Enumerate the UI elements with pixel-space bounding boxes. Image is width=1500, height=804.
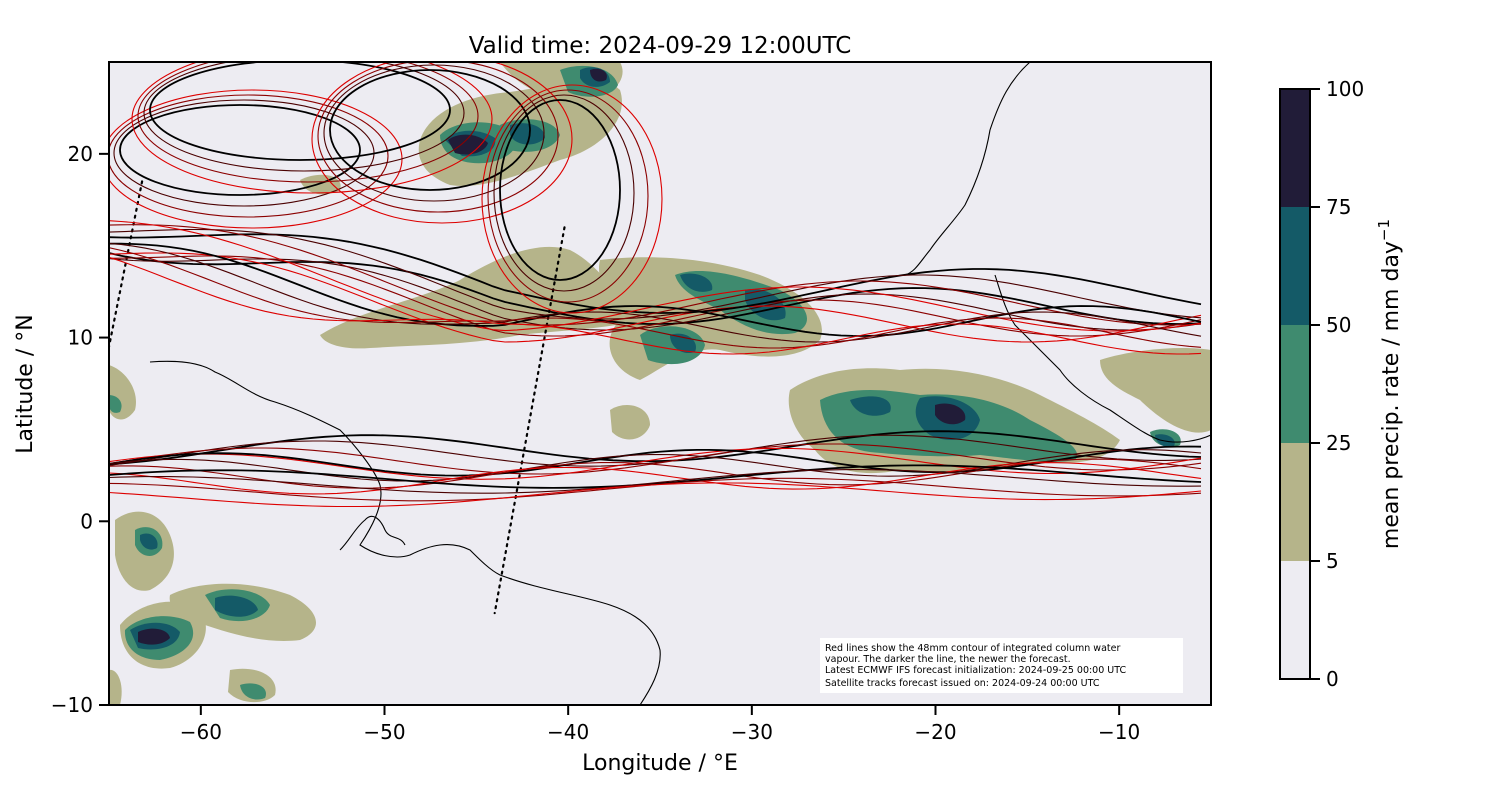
x-axis-label: Longitude / °E bbox=[582, 751, 738, 776]
y-axis-label: Latitude / °N bbox=[13, 314, 38, 453]
colorbar-tick-label: 75 bbox=[1326, 195, 1351, 219]
y-tick-label: 0 bbox=[80, 509, 93, 533]
map-axes-frame bbox=[108, 61, 1212, 706]
colorbar-tick-label: 50 bbox=[1326, 313, 1351, 337]
colorbar-segment bbox=[1280, 325, 1310, 443]
iwv-contour-loop bbox=[323, 64, 545, 202]
iwv-contour-loop bbox=[481, 84, 663, 314]
iwv-contour-line bbox=[109, 228, 1202, 320]
iwv-contour-line bbox=[109, 430, 1202, 466]
iwv-contour-loop bbox=[137, 62, 479, 183]
y-tick-label: −10 bbox=[51, 693, 93, 717]
iwv-contour-line bbox=[109, 242, 1202, 337]
iwv-contours bbox=[109, 62, 1202, 508]
annotation-line-2: vapour. The darker the line, the newer t… bbox=[825, 654, 1071, 665]
iwv-contour-line bbox=[109, 449, 1202, 482]
colorbar-tick-label: 25 bbox=[1326, 431, 1351, 455]
coastline-africa-west bbox=[904, 62, 1031, 276]
iwv-contour-line bbox=[109, 258, 1202, 331]
iwv-contour-line bbox=[109, 447, 1202, 480]
iwv-contour-line bbox=[109, 482, 1202, 508]
iwv-contour-line bbox=[109, 445, 1202, 477]
iwv-contour-line bbox=[109, 469, 1202, 494]
colorbar-tick-label: 100 bbox=[1326, 77, 1364, 101]
coastline-amazon-delta bbox=[339, 515, 406, 551]
colorbar-segment bbox=[1280, 561, 1310, 679]
iwv-contour-line bbox=[109, 224, 1202, 326]
y-tick-label: 20 bbox=[68, 142, 93, 166]
coastline-south-america bbox=[149, 360, 661, 705]
iwv-contour-loop bbox=[119, 104, 361, 196]
iwv-contour-loop bbox=[109, 94, 389, 218]
colorbar-tick-label: 0 bbox=[1326, 667, 1339, 691]
iwv-contour-loop bbox=[311, 62, 573, 224]
iwv-contour-line bbox=[109, 256, 1202, 355]
satellite-track bbox=[109, 180, 144, 353]
precipitation-field bbox=[109, 62, 1211, 705]
y-axis-ticks: −10 0 10 20 bbox=[51, 142, 109, 717]
x-tick-label: −50 bbox=[363, 720, 405, 744]
annotation-box: Red lines show the 48mm contour of integ… bbox=[820, 638, 1183, 693]
iwv-contour-loop bbox=[493, 94, 635, 292]
satellite-track bbox=[493, 226, 566, 615]
iwv-contour-loop bbox=[131, 62, 493, 194]
iwv-contour-loop bbox=[149, 62, 451, 161]
colorbar-label-exponent: −1 bbox=[1375, 219, 1393, 241]
colorbar-segment bbox=[1280, 89, 1310, 207]
annotation-line-4: Satellite tracks forecast issued on: 202… bbox=[825, 678, 1100, 689]
iwv-contour-loop bbox=[487, 89, 649, 303]
iwv-contour-line bbox=[109, 464, 1202, 489]
iwv-contour-loop bbox=[329, 69, 531, 191]
x-tick-label: −10 bbox=[1098, 720, 1140, 744]
iwv-contour-line bbox=[109, 252, 1202, 343]
colorbar-tick-label: 5 bbox=[1326, 549, 1339, 573]
x-tick-label: −40 bbox=[547, 720, 589, 744]
iwv-contour-loop bbox=[499, 99, 621, 281]
x-axis-ticks: −60 −50 −40 −30 −20 −10 bbox=[180, 705, 1140, 744]
iwv-contour-loop bbox=[143, 62, 465, 172]
map-title: Valid time: 2024-09-29 12:00UTC bbox=[469, 33, 852, 59]
colorbar: 0 5 25 50 75 100 bbox=[1279, 77, 1364, 691]
iwv-contour-line bbox=[109, 247, 1202, 349]
coastline-africa-bulge bbox=[994, 274, 1211, 443]
annotation-line-1: Red lines show the 48mm contour of integ… bbox=[825, 643, 1120, 654]
x-tick-label: −30 bbox=[731, 720, 773, 744]
iwv-contour-loop bbox=[317, 62, 559, 213]
iwv-contour-line bbox=[109, 434, 1202, 467]
iwv-contour-line bbox=[109, 255, 1202, 337]
annotation-line-3: Latest ECMWF IFS forecast initialization… bbox=[825, 665, 1126, 676]
coastlines bbox=[149, 62, 1211, 705]
colorbar-label: mean precip. rate / mm day−1 bbox=[1375, 219, 1404, 549]
iwv-contour-line bbox=[109, 242, 1202, 343]
y-tick-label: 10 bbox=[68, 326, 93, 350]
x-tick-label: −20 bbox=[914, 720, 956, 744]
iwv-contour-line bbox=[109, 462, 1202, 495]
satellite-tracks bbox=[109, 180, 566, 615]
iwv-contour-line bbox=[109, 458, 1202, 489]
precip-band-75-100 bbox=[138, 68, 966, 645]
x-tick-label: −60 bbox=[180, 720, 222, 744]
colorbar-frame bbox=[1279, 88, 1311, 680]
colorbar-segment bbox=[1280, 207, 1310, 325]
colorbar-segment bbox=[1280, 443, 1310, 561]
